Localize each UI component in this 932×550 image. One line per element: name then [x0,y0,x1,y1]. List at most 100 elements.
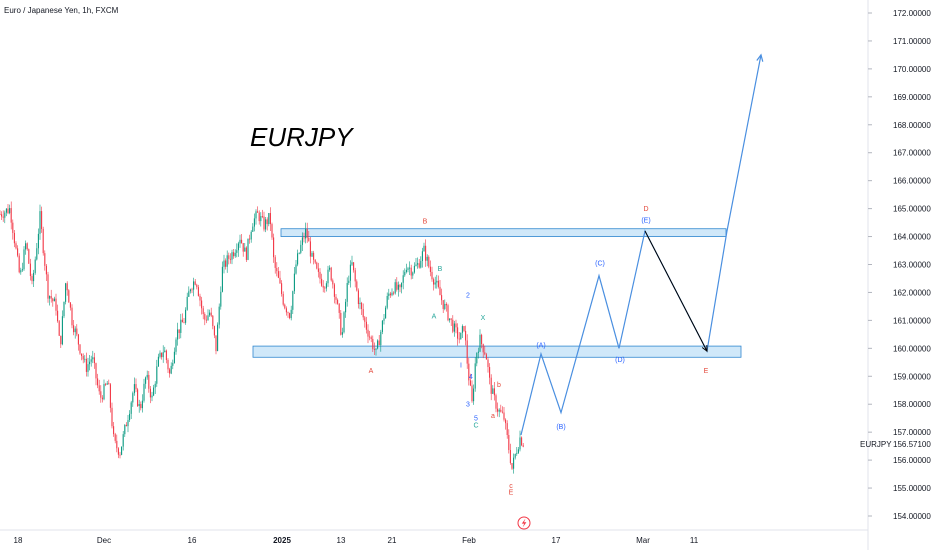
lightning-icon[interactable] [517,516,531,530]
candle-body [279,277,281,284]
candle-body [18,255,20,273]
wave-label: (A) [536,342,545,349]
candle-body [17,248,19,256]
candle-body [125,424,127,427]
wave-label: c [509,483,513,490]
candle-body [489,367,491,378]
candle-body [490,377,492,394]
time-axis[interactable]: 18 Dec 16 2025 13 21 Feb 17 Mar 11 [14,536,699,545]
support-zone[interactable] [252,345,742,358]
candle-body [84,358,86,360]
candle-body [188,291,190,297]
candle-body [138,404,140,407]
candle-body [170,365,172,374]
target-arrow[interactable] [644,230,708,352]
candle-body [404,271,406,276]
wave-label: (E) [641,217,650,224]
candle-body [204,314,206,320]
candle-body [101,397,103,400]
candle-body [465,330,467,341]
price-tick-label: 172.00000 [893,9,931,18]
candle-body [69,302,71,308]
wave-label: (B) [556,424,565,431]
candle-body [260,216,262,222]
candle-body [457,327,459,339]
wave-label: a [491,413,495,420]
candle-body [428,256,430,267]
resistance-zone[interactable] [280,228,727,237]
candle-body [402,275,404,283]
candle-body [66,283,68,291]
candle-body [181,319,183,323]
candle-body [346,282,348,302]
candle-body [130,402,132,414]
symbol-header[interactable]: Euro / Japanese Yen, 1h, FXCM [4,6,119,15]
target-arrowhead [701,345,708,353]
candle-body [501,411,503,413]
candle-body [236,250,238,253]
candle-body [474,363,476,389]
candle-body [439,286,441,296]
candle-body [105,384,107,385]
candle-body [375,348,377,350]
candle-body [258,212,260,222]
candle-body [242,243,244,252]
wave-label: I [460,363,462,370]
candle-body [237,243,239,251]
zones-layer [252,228,742,358]
candle-body [378,340,380,346]
candle-body [74,328,76,333]
candle-body [49,295,51,299]
candle-body [114,434,116,441]
candle-body [322,285,324,288]
candle-body [89,361,91,365]
candle-body [169,369,171,374]
candle-body [257,211,259,213]
candle-body [162,352,164,358]
price-tick-label: 163.00000 [893,260,931,269]
candle-body [161,352,163,358]
candle-body [492,388,494,394]
candle-body [367,329,369,337]
candle-body [77,334,79,345]
candle-body [314,259,316,263]
candle-body [282,293,284,305]
candle-body [348,280,350,283]
candle-body [218,306,220,325]
candle-body [341,332,343,335]
candle-body [7,208,9,214]
candle-body [450,318,452,320]
candle-body [249,238,251,240]
candle-body [508,434,510,451]
wave-label: b [497,382,501,389]
wave-label: D [643,206,648,213]
candle-body [409,267,411,269]
candle-body [359,302,361,305]
candle-body [317,268,319,272]
time-tick-label: 21 [388,536,397,545]
candle-body [199,295,201,301]
candle-body [207,315,209,321]
candle-body [124,424,126,435]
wave-label: E [509,490,514,497]
candle-body [461,326,463,333]
candle-body [231,252,233,260]
candle-body [145,377,147,384]
elliott-projection-line[interactable] [520,54,762,436]
candle-body [15,243,17,249]
time-tick-label: Dec [97,536,111,545]
candle-body [396,282,398,290]
candle-body [255,211,257,219]
candle-body [484,352,486,355]
price-tick-label: 157.00000 [893,428,931,437]
candle-body [357,290,359,305]
price-axis[interactable]: 172.00000 171.00000 170.00000 169.00000 168.… [868,9,931,521]
price-tick-label: 171.00000 [893,37,931,46]
price-tick-label: 170.00000 [893,65,931,74]
candle-body [132,393,134,403]
candle-body [316,262,318,269]
candle-body [517,449,519,453]
candle-body [76,328,78,335]
